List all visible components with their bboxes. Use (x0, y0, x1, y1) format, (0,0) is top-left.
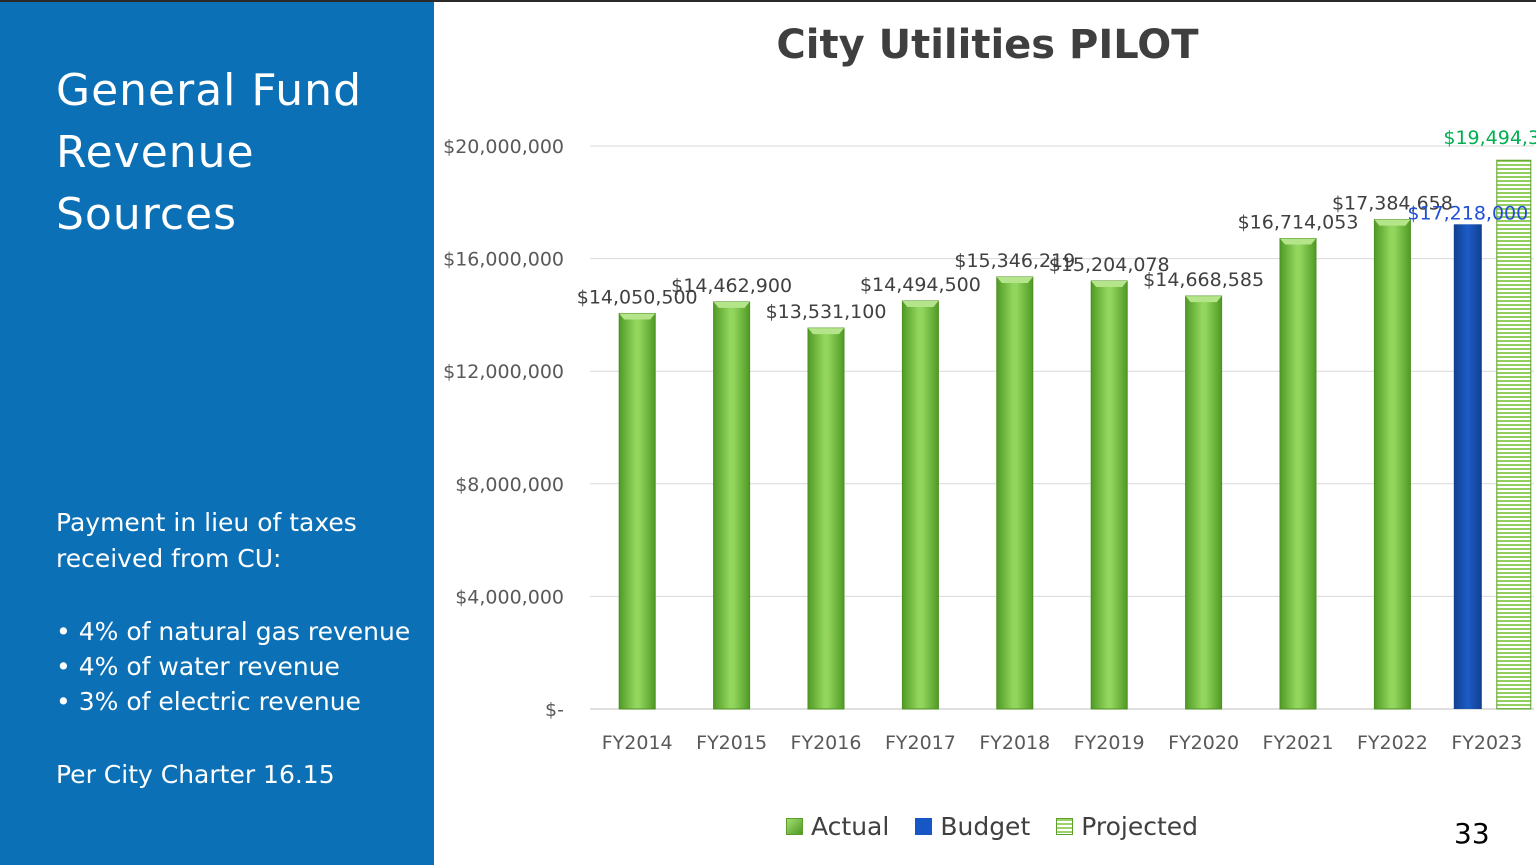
x-tick-label: FY2016 (791, 732, 862, 754)
description-line: Payment in lieu of taxes (56, 508, 357, 537)
data-label-actual: $14,050,500 (577, 286, 698, 308)
bar-actual (901, 300, 939, 710)
legend-label-actual: Actual (811, 812, 890, 841)
bar-actual-top (713, 301, 750, 308)
bullet-item: 3% of electric revenue (56, 684, 410, 719)
x-tick-label: FY2017 (885, 732, 956, 754)
bar-actual (713, 301, 751, 710)
bar-actual (1279, 237, 1317, 710)
x-tick-label: FY2019 (1074, 732, 1145, 754)
bar-actual-top (1185, 296, 1222, 303)
data-label-actual: $14,462,900 (671, 275, 792, 297)
top-border (0, 0, 1536, 2)
bar-actual (1090, 280, 1128, 710)
sidebar-title-line: Sources (56, 189, 238, 240)
bar-actual (1373, 219, 1411, 710)
charter-reference: Per City Charter 16.15 (56, 760, 335, 789)
bar-actual-top (1280, 238, 1316, 245)
x-tick-label: FY2018 (979, 732, 1050, 754)
x-tick-label: FY2020 (1168, 732, 1239, 754)
data-label-actual: $15,346,219 (954, 250, 1075, 272)
chart-legend: Actual Budget Projected (786, 812, 1198, 841)
x-tick-label: FY2023 (1451, 732, 1522, 754)
legend-item-budget: Budget (915, 812, 1030, 841)
legend-item-projected: Projected (1056, 812, 1198, 841)
sidebar-panel: General Fund Revenue Sources Payment in … (0, 2, 434, 865)
revenue-bullet-list: 4% of natural gas revenue 4% of water re… (56, 614, 410, 719)
sidebar-title-line: General Fund (56, 65, 362, 116)
bar-actual-top (902, 300, 939, 307)
data-label-actual: $14,494,500 (860, 274, 981, 296)
legend-label-budget: Budget (940, 812, 1031, 841)
data-label-projected: $19,494,375 (1443, 127, 1536, 149)
bullet-item: 4% of natural gas revenue (56, 614, 410, 649)
y-tick-label: $- (545, 699, 564, 721)
legend-label-projected: Projected (1081, 812, 1199, 841)
data-label-actual: $13,531,100 (766, 301, 887, 323)
x-tick-label: FY2022 (1357, 732, 1428, 754)
bar-actual-top (1091, 281, 1128, 288)
sidebar-title-line: Revenue (56, 127, 255, 178)
bar-actual-top (619, 313, 656, 320)
sidebar-title: General Fund Revenue Sources (56, 60, 416, 246)
bar-actual-top (808, 328, 844, 335)
chart-title: City Utilities PILOT (776, 22, 1199, 68)
bar-actual-top (1374, 219, 1411, 226)
bar-chart: $- $4,000,000 $8,000,000 $12,000,000 $16,000… (443, 127, 1536, 754)
y-tick-label: $16,000,000 (443, 249, 564, 271)
legend-swatch-projected (1056, 818, 1074, 835)
legend-item-actual: Actual (786, 812, 889, 841)
bar-actual (996, 276, 1034, 710)
x-tick-label: FY2015 (696, 732, 767, 754)
bar-actual (1185, 295, 1223, 710)
page-number: 33 (1454, 817, 1490, 850)
data-label-actual: $16,714,053 (1238, 211, 1359, 233)
legend-swatch-budget (915, 818, 933, 835)
bar-actual (618, 312, 656, 710)
bar-budget (1453, 224, 1482, 709)
y-tick-label: $8,000,000 (455, 474, 564, 496)
pilot-description: Payment in lieu of taxes received from C… (56, 505, 426, 577)
bullet-item: 4% of water revenue (56, 649, 410, 684)
bar-actual-top (996, 277, 1033, 284)
y-tick-label: $12,000,000 (443, 361, 564, 383)
y-tick-label: $20,000,000 (443, 136, 564, 158)
x-tick-label: FY2014 (602, 732, 673, 754)
y-tick-label: $4,000,000 (455, 586, 564, 608)
data-label-actual: $15,204,078 (1049, 254, 1170, 276)
bar-actual (807, 327, 845, 710)
data-label-actual: $17,384,658 (1332, 193, 1453, 215)
x-tick-label: FY2021 (1263, 732, 1334, 754)
data-label-actual: $14,668,585 (1143, 269, 1264, 291)
data-label-budget: $17,218,000 (1407, 202, 1528, 224)
bar-projected (1496, 159, 1532, 710)
description-line: received from CU: (56, 544, 282, 573)
legend-swatch-actual (786, 818, 803, 835)
